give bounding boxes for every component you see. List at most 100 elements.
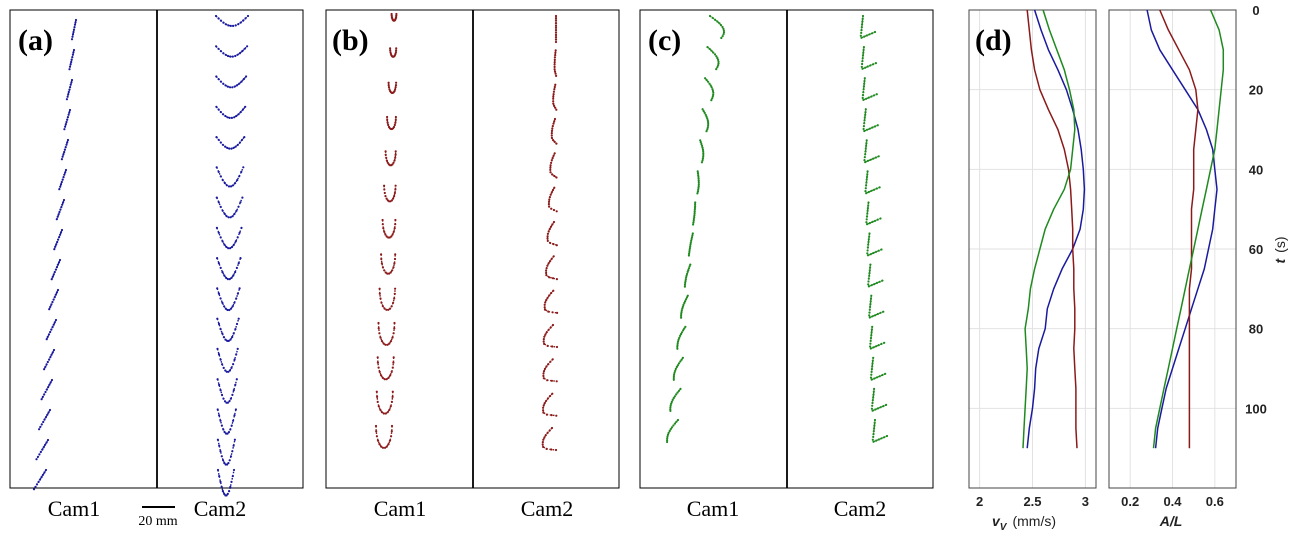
filament-point	[680, 314, 683, 317]
filament-point	[553, 186, 556, 189]
filament-point	[65, 120, 68, 124]
filament-point	[377, 405, 380, 408]
filament-point	[691, 232, 694, 235]
filament-point	[699, 139, 702, 142]
filament-point	[54, 245, 57, 248]
filament-point	[542, 445, 545, 448]
filament-point	[232, 24, 235, 27]
filament-point	[72, 51, 75, 54]
filament-point	[707, 122, 710, 125]
filament-point	[384, 343, 387, 346]
filament-point	[232, 274, 235, 277]
filament-point	[228, 490, 231, 493]
tracks-a-cam2-frame-13	[216, 408, 237, 435]
filament-point	[689, 263, 692, 266]
filament-point	[672, 375, 676, 378]
filament-point	[378, 332, 381, 335]
filament-point	[60, 158, 64, 161]
filament-point	[238, 141, 242, 144]
filament-point	[868, 272, 871, 275]
filament-point	[51, 351, 54, 354]
filament-point	[236, 143, 239, 146]
filament-point	[555, 108, 558, 111]
filament-point	[553, 174, 556, 178]
filament-point	[873, 30, 877, 34]
filament-point	[48, 408, 52, 412]
filament-point	[394, 150, 397, 153]
filament-point	[693, 210, 696, 213]
a-axis-label: A/L	[1159, 513, 1183, 529]
filament-point	[381, 223, 384, 226]
filament-point	[701, 146, 704, 149]
filament-point	[224, 145, 227, 148]
filament-point	[696, 172, 700, 175]
filament-point	[868, 232, 871, 235]
filament-point	[219, 19, 222, 22]
filament-point	[688, 250, 691, 253]
filament-point	[217, 201, 220, 204]
filament-point	[223, 182, 226, 185]
filament-point	[67, 113, 70, 116]
filament-point	[547, 200, 551, 203]
scale-bar-label: 20 mm	[138, 514, 177, 529]
filament-point	[860, 65, 863, 68]
filament-point	[217, 231, 220, 234]
filament-point	[682, 329, 685, 332]
filament-point	[223, 400, 227, 403]
filament-point	[231, 475, 234, 478]
filament-point	[47, 386, 50, 389]
filament-point	[45, 388, 48, 391]
filament-point	[234, 54, 237, 58]
filament-point	[48, 308, 51, 311]
filament-point	[555, 176, 558, 179]
tracks-a-cam2-frame-5	[215, 166, 245, 188]
filament-point	[688, 252, 691, 255]
filament-point	[552, 139, 555, 142]
filament-point	[861, 17, 864, 20]
tracks-c-cam2-frame-4	[863, 139, 880, 164]
filament-point	[221, 301, 224, 304]
filament-point	[873, 94, 876, 97]
filament-point	[235, 114, 238, 118]
filament-point	[553, 120, 556, 123]
filament-point	[232, 468, 236, 472]
filament-point	[222, 82, 225, 85]
filament-point	[696, 170, 699, 173]
filament-point	[548, 205, 551, 208]
filament-point	[707, 124, 710, 127]
filament-point	[687, 267, 691, 270]
tracks-c-cam1-frame-6	[692, 201, 697, 226]
filament-point	[394, 156, 397, 159]
filament-point	[678, 336, 681, 339]
filament-point	[866, 173, 869, 176]
filament-point	[549, 360, 552, 363]
filament-point	[56, 288, 60, 292]
filament-point	[708, 47, 711, 51]
filament-point	[383, 307, 386, 310]
filament-point	[222, 366, 225, 369]
filament-point	[697, 183, 700, 186]
filament-point	[231, 86, 234, 89]
filament-point	[697, 174, 700, 177]
filament-point	[233, 358, 236, 361]
filament-point	[67, 90, 70, 94]
filament-point	[229, 455, 233, 458]
filament-point	[542, 411, 545, 414]
filament-point	[869, 253, 872, 256]
filament-point	[555, 244, 558, 247]
filament-point	[687, 269, 690, 272]
filament-point	[392, 125, 396, 129]
filament-point	[389, 374, 392, 377]
tracks-c-cam2-frame-13	[871, 418, 889, 443]
filament-point	[394, 184, 397, 187]
filament-point	[387, 376, 390, 379]
filament-point	[863, 82, 866, 85]
filament-point	[395, 47, 398, 50]
filament-point	[541, 443, 544, 446]
filament-point	[550, 136, 554, 139]
filament-point	[696, 192, 699, 195]
tracks-a-cam1-frame-15	[32, 468, 48, 491]
filament-point	[394, 86, 397, 89]
filament-point	[394, 218, 397, 222]
filament-point	[554, 106, 557, 109]
